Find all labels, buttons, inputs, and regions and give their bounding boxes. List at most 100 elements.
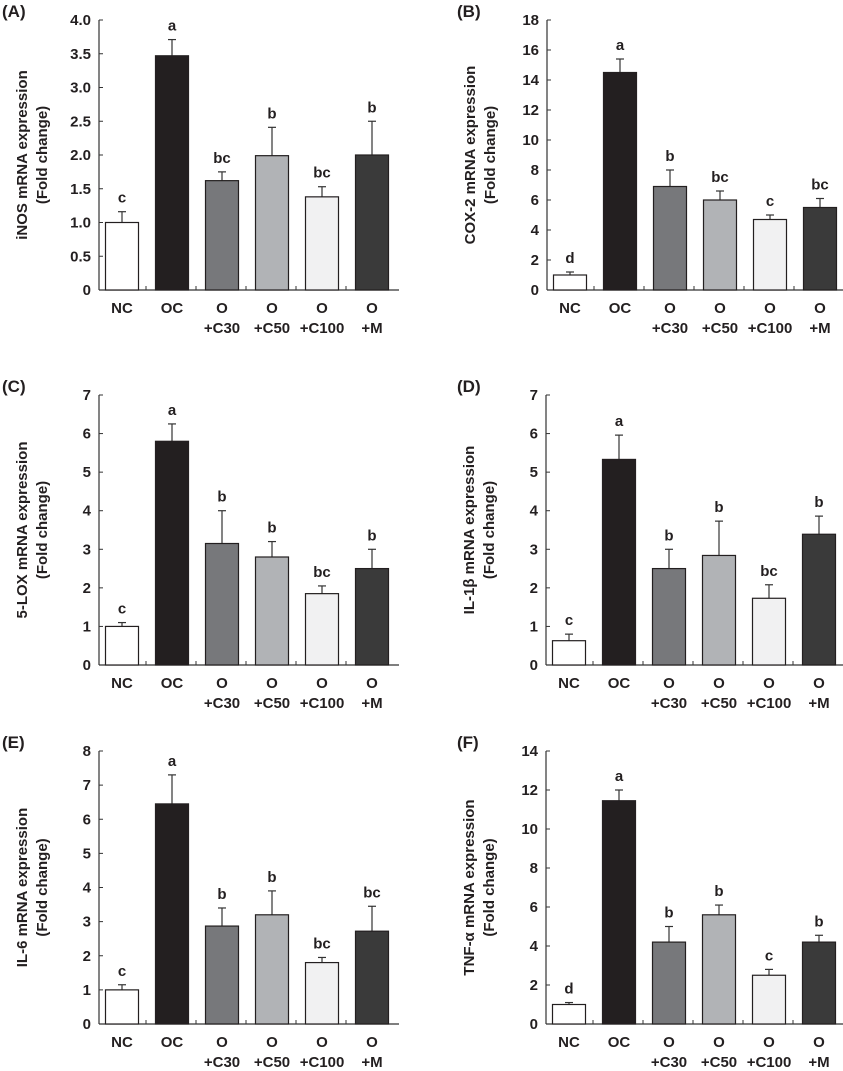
significance-letter: b <box>714 499 723 516</box>
x-tick-label: O <box>713 1034 725 1051</box>
x-tick-label: O <box>713 675 725 692</box>
x-tick-label: O <box>366 300 378 317</box>
significance-letter: a <box>168 18 177 35</box>
x-tick-label: +C50 <box>701 1054 737 1071</box>
x-tick-label: +M <box>361 1054 382 1071</box>
y-tick-label: 1 <box>530 618 538 635</box>
x-tick-label: O <box>714 300 726 317</box>
significance-letter: bc <box>313 935 331 952</box>
x-tick-label: +C100 <box>747 1054 792 1071</box>
x-tick-label: +M <box>809 320 830 337</box>
y-axis-label: (Fold change) <box>34 481 51 579</box>
y-tick-label: 8 <box>531 162 539 179</box>
y-tick-label: 4 <box>531 222 540 239</box>
y-tick-label: 6 <box>83 426 91 443</box>
x-tick-label: +M <box>361 320 382 337</box>
y-tick-label: 12 <box>522 102 539 119</box>
y-tick-label: 12 <box>521 782 538 799</box>
significance-letter: b <box>814 494 823 511</box>
x-tick-label: O <box>366 675 378 692</box>
x-tick-label: O <box>813 675 825 692</box>
significance-letter: a <box>168 753 177 770</box>
y-tick-label: 7 <box>83 777 91 794</box>
y-axis-label: iNOS mRNA expression <box>14 70 31 240</box>
y-tick-label: 10 <box>522 132 539 149</box>
significance-letter: a <box>615 768 624 785</box>
x-tick-label: OC <box>608 675 631 692</box>
significance-letter: bc <box>363 884 381 901</box>
x-tick-label: O <box>316 675 328 692</box>
y-tick-label: 4 <box>83 880 92 897</box>
x-tick-label: +C100 <box>747 695 792 712</box>
bar <box>652 185 688 291</box>
bar <box>802 206 838 291</box>
bar <box>354 930 390 1025</box>
x-tick-label: +C100 <box>748 320 793 337</box>
significance-letter: c <box>118 190 126 207</box>
panel-label: (B) <box>457 2 481 21</box>
significance-letter: bc <box>711 169 729 186</box>
panel-b: (B) COX-2 mRNA expression (Fold change) 0 2 4… <box>457 2 843 337</box>
y-axis-label: (Fold change) <box>481 838 498 936</box>
significance-letter: b <box>714 883 723 900</box>
bar <box>651 941 687 1025</box>
significance-letter: c <box>118 601 126 618</box>
y-tick-label: 2 <box>530 977 538 994</box>
y-tick-label: 7 <box>530 387 538 404</box>
x-tick-label: +C30 <box>651 695 687 712</box>
bar <box>551 1003 587 1025</box>
y-axis-label: (Fold change) <box>34 106 51 204</box>
y-tick-label: 14 <box>522 72 539 89</box>
bar <box>602 71 638 291</box>
y-tick-label: 2 <box>530 580 538 597</box>
significance-letter: bc <box>313 564 331 581</box>
panel-c: (C) 5-LOX mRNA expression (Fold change) 0 1 2… <box>2 377 399 712</box>
bar <box>304 196 340 291</box>
y-axis-label: (Fold change) <box>482 106 499 204</box>
x-tick-label: O <box>266 1034 278 1051</box>
bar <box>551 640 587 666</box>
panel-label: (E) <box>2 733 25 752</box>
y-axis-label: (Fold change) <box>481 481 498 579</box>
x-tick-label: +C50 <box>254 695 290 712</box>
x-tick-label: +M <box>361 695 382 712</box>
significance-letter: b <box>367 527 376 544</box>
x-tick-label: O <box>366 1034 378 1051</box>
bar <box>354 567 390 666</box>
bar <box>254 155 290 291</box>
y-tick-label: 4 <box>83 503 92 520</box>
x-tick-label: O <box>763 1034 775 1051</box>
y-tick-label: 4.0 <box>70 12 91 29</box>
x-tick-label: O <box>813 1034 825 1051</box>
y-tick-label: 5 <box>530 464 538 481</box>
bar <box>601 458 637 666</box>
significance-letter: c <box>766 193 774 210</box>
x-tick-label: O <box>266 300 278 317</box>
y-tick-label: 0 <box>530 657 538 674</box>
bar <box>154 440 190 666</box>
significance-letter: d <box>564 981 573 998</box>
bar <box>304 961 340 1025</box>
bar <box>254 556 290 666</box>
y-tick-label: 0 <box>530 1016 538 1033</box>
significance-letter: d <box>565 250 574 267</box>
x-tick-label: O <box>316 300 328 317</box>
x-tick-label: OC <box>161 675 184 692</box>
significance-letter: c <box>765 947 773 964</box>
bar <box>254 914 290 1025</box>
panel-label: (C) <box>2 377 26 396</box>
y-tick-label: 1.0 <box>70 215 91 232</box>
x-tick-label: NC <box>559 300 581 317</box>
significance-letter: b <box>217 489 226 506</box>
x-tick-label: +C50 <box>702 320 738 337</box>
y-tick-label: 3 <box>83 541 91 558</box>
y-tick-label: 6 <box>531 192 539 209</box>
bar <box>104 989 140 1025</box>
bar <box>752 218 788 291</box>
y-tick-label: 0.5 <box>70 248 91 265</box>
significance-letter: a <box>168 402 177 419</box>
x-tick-label: NC <box>111 675 133 692</box>
y-tick-label: 3.5 <box>70 46 91 63</box>
x-tick-label: OC <box>161 300 184 317</box>
x-tick-label: +C50 <box>254 1054 290 1071</box>
